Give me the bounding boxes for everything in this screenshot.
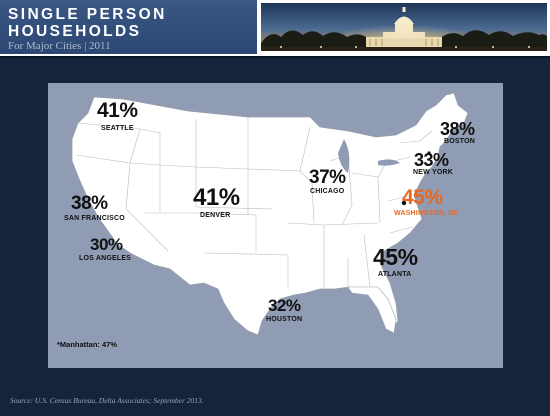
pct-denver: 41% [193,184,240,211]
pct-atlanta: 45% [373,244,418,270]
dc-marker [401,200,407,206]
title-box: SINGLE PERSON HOUSEHOLDS For Major Citie… [0,0,257,54]
city-chicago: CHICAGO [310,188,345,195]
city-atlanta: ATLANTA [378,271,412,278]
capitol-photo-graphic [261,3,547,51]
city-san-francisco: SAN FRANCISCO [64,215,125,222]
source-note: Source: U.S. Census Bureau, Delta Associ… [10,396,204,405]
header: SINGLE PERSON HOUSEHOLDS For Major Citie… [0,0,550,56]
footnote: *Manhattan: 47% [57,340,118,349]
pct-washington-dc: 45% [402,186,443,209]
city-denver: DENVER [200,212,231,219]
pct-seattle: 41% [97,99,138,122]
pct-san-francisco: 38% [71,193,108,214]
city-houston: HOUSTON [266,316,303,323]
city-seattle: SEATTLE [101,125,134,132]
title-line-2: HOUSEHOLDS [8,23,142,40]
city-los-angeles: LOS ANGELES [79,255,132,262]
subtitle: For Major Cities | 2011 [8,40,111,52]
pct-boston: 38% [440,119,475,139]
pct-los-angeles: 30% [90,235,123,254]
pct-chicago: 37% [309,167,346,188]
city-washington-dc: WASHINGTON, DC [394,210,459,217]
state-lines [75,117,433,289]
pct-newyork: 33% [414,150,449,170]
title-line-1: SINGLE PERSON [8,6,167,23]
city-newyork: NEW YORK [413,169,453,176]
city-boston: BOSTON [444,138,476,145]
pct-houston: 32% [268,296,301,315]
capitol-photo [261,3,547,51]
map-panel [48,83,503,368]
us-map [71,92,469,336]
newyork-marker [427,151,431,155]
